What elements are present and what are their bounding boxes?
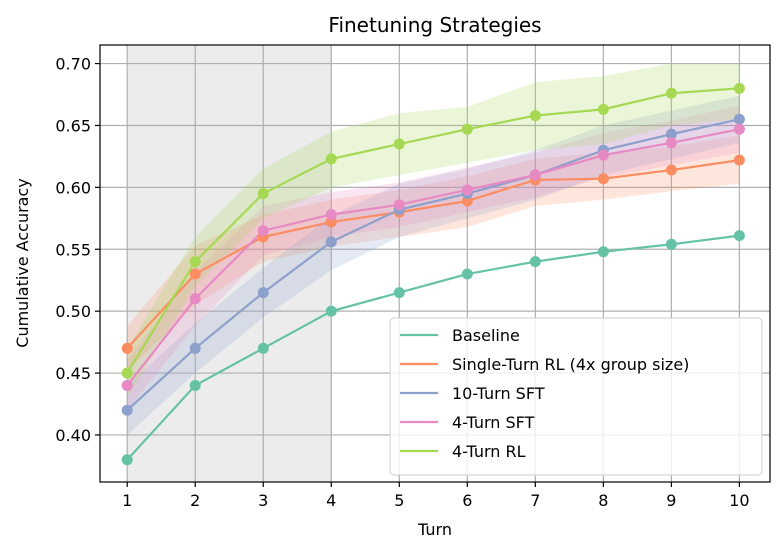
data-point-4-Turn RL bbox=[733, 82, 745, 94]
data-point-10-Turn SFT bbox=[257, 287, 269, 299]
axes-frame bbox=[99, 44, 771, 483]
confidence-bands bbox=[127, 63, 740, 435]
data-point-4-Turn SFT bbox=[325, 209, 337, 221]
chart-title: Finetuning Strategies bbox=[328, 13, 541, 37]
data-point-4-Turn RL bbox=[665, 87, 677, 99]
data-point-4-Turn SFT bbox=[461, 184, 473, 196]
data-point-4-Turn SFT bbox=[257, 225, 269, 237]
data-point-10-Turn SFT bbox=[189, 342, 201, 354]
data-point-4-Turn RL bbox=[325, 153, 337, 165]
y-tick-label: 0.65 bbox=[55, 116, 91, 135]
data-point-10-Turn SFT bbox=[733, 113, 745, 125]
data-point-Single-Turn RL (4x group size) bbox=[597, 173, 609, 185]
data-point-4-Turn SFT bbox=[189, 293, 201, 305]
data-point-Baseline bbox=[529, 256, 541, 268]
series-line-Single-Turn RL (4x group size) bbox=[126, 159, 740, 350]
data-point-4-Turn SFT bbox=[121, 379, 133, 391]
y-tick-label: 0.50 bbox=[55, 302, 91, 321]
data-point-Single-Turn RL (4x group size) bbox=[733, 154, 745, 166]
data-point-4-Turn SFT bbox=[597, 149, 609, 161]
legend-entry: 4-Turn RL bbox=[452, 442, 526, 461]
data-point-4-Turn RL bbox=[121, 367, 133, 379]
data-point-4-Turn RL bbox=[257, 188, 269, 200]
y-axis-ticks: 0.40 0.45 0.50 0.55 0.60 0.65 0.70 bbox=[55, 55, 100, 445]
plot-frame bbox=[99, 44, 771, 483]
x-tick-label: 10 bbox=[729, 491, 749, 510]
x-axis-label: Turn bbox=[417, 520, 452, 539]
x-tick-label: 3 bbox=[258, 491, 268, 510]
x-tick-label: 2 bbox=[190, 491, 200, 510]
series-line-10-Turn SFT bbox=[126, 118, 740, 412]
legend-entry: Baseline bbox=[452, 326, 520, 345]
legend: Baseline Single-Turn RL (4x group size) 10… bbox=[389, 317, 763, 476]
y-axis-label: Cumulative Accuracy bbox=[13, 178, 32, 347]
x-tick-label: 7 bbox=[530, 491, 540, 510]
legend-entry: 10-Turn SFT bbox=[452, 384, 545, 403]
series-lines bbox=[126, 87, 740, 461]
data-point-Baseline bbox=[393, 287, 405, 299]
legend-entry: Single-Turn RL (4x group size) bbox=[452, 355, 689, 374]
data-point-Baseline bbox=[597, 246, 609, 258]
legend-entry: 4-Turn SFT bbox=[452, 413, 535, 432]
series-points bbox=[121, 82, 745, 466]
data-point-Baseline bbox=[325, 305, 337, 317]
y-tick-label: 0.55 bbox=[55, 240, 91, 259]
x-tick-label: 6 bbox=[462, 491, 472, 510]
series-line-Baseline bbox=[126, 234, 740, 461]
band-10-Turn SFT bbox=[127, 95, 740, 435]
data-point-4-Turn SFT bbox=[665, 137, 677, 149]
data-point-Baseline bbox=[189, 379, 201, 391]
data-point-Baseline bbox=[665, 238, 677, 250]
data-point-Baseline bbox=[461, 268, 473, 280]
x-axis-ticks: 1 2 3 4 5 6 7 8 9 10 bbox=[122, 482, 750, 510]
data-point-Baseline bbox=[733, 230, 745, 242]
y-tick-label: 0.70 bbox=[55, 55, 91, 74]
data-point-Single-Turn RL (4x group size) bbox=[121, 342, 133, 354]
data-point-4-Turn RL bbox=[529, 110, 541, 122]
x-tick-label: 4 bbox=[326, 491, 336, 510]
band-Single-Turn RL (4x group size) bbox=[127, 135, 740, 371]
x-tick-label: 1 bbox=[122, 491, 132, 510]
data-point-Baseline bbox=[257, 342, 269, 354]
x-tick-label: 8 bbox=[598, 491, 608, 510]
data-point-4-Turn RL bbox=[189, 256, 201, 268]
y-tick-label: 0.60 bbox=[55, 178, 91, 197]
series-line-4-Turn RL bbox=[126, 87, 740, 374]
data-point-10-Turn SFT bbox=[665, 128, 677, 140]
data-point-4-Turn RL bbox=[597, 103, 609, 115]
x-tick-label: 9 bbox=[666, 491, 676, 510]
data-point-10-Turn SFT bbox=[325, 236, 337, 248]
data-point-Single-Turn RL (4x group size) bbox=[665, 164, 677, 176]
data-point-4-Turn SFT bbox=[529, 169, 541, 181]
data-point-4-Turn RL bbox=[461, 123, 473, 135]
band-4-Turn RL bbox=[127, 63, 740, 398]
data-point-Single-Turn RL (4x group size) bbox=[189, 268, 201, 280]
x-tick-label: 5 bbox=[394, 491, 404, 510]
data-point-4-Turn SFT bbox=[733, 123, 745, 135]
legend-box bbox=[389, 317, 763, 476]
band-4-Turn SFT bbox=[127, 105, 740, 411]
data-point-Baseline bbox=[121, 454, 133, 466]
data-point-4-Turn RL bbox=[393, 138, 405, 150]
data-point-10-Turn SFT bbox=[121, 404, 133, 416]
y-tick-label: 0.40 bbox=[55, 426, 91, 445]
series-line-4-Turn SFT bbox=[126, 128, 740, 387]
y-tick-label: 0.45 bbox=[55, 364, 91, 383]
data-point-4-Turn SFT bbox=[393, 199, 405, 211]
